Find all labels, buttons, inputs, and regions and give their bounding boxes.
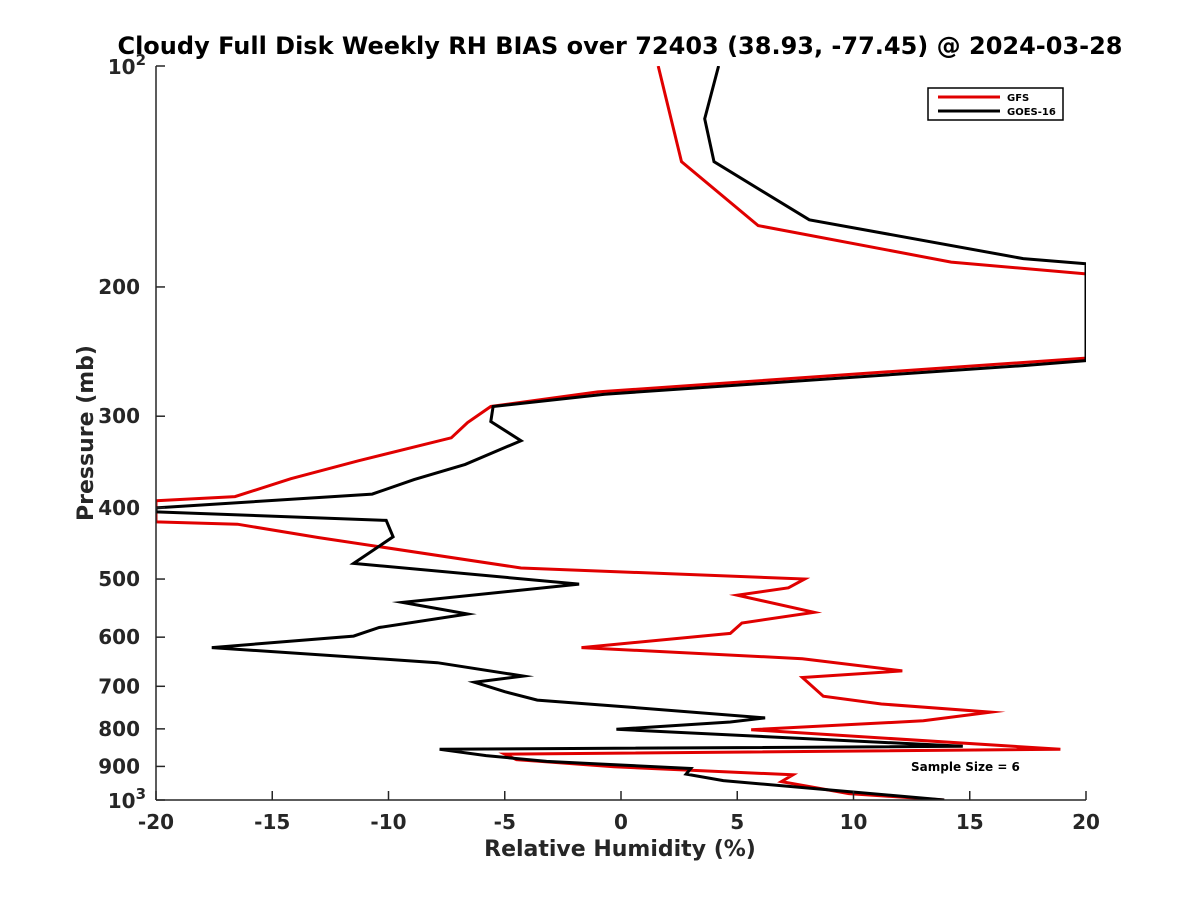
x-tick-label: -10 <box>370 810 406 834</box>
legend-label-gfs: GFS <box>1007 93 1029 104</box>
series-layer <box>156 66 1086 800</box>
y-axis-label: Pressure (mb) <box>74 345 99 521</box>
series-line-gfs <box>156 66 1086 800</box>
y-tick-label: 600 <box>98 625 140 649</box>
x-axis-label: Relative Humidity (%) <box>484 837 756 862</box>
y-tick-label: 400 <box>98 496 140 520</box>
y-tick-label: 300 <box>98 404 140 428</box>
y-tick-label: 900 <box>98 754 140 778</box>
y-tick-label: 700 <box>98 674 140 698</box>
y-tick-label: 103 <box>108 785 146 813</box>
y-tick-label: 200 <box>98 275 140 299</box>
legend: GFS GOES-16 <box>927 87 1064 121</box>
legend-label-goes-16: GOES-16 <box>1007 107 1056 118</box>
x-tick-label: 15 <box>956 810 984 834</box>
x-tick-label: -20 <box>138 810 174 834</box>
axes-layer: -20 -15 -10 -5 0 5 10 15 20 102 200 300 400 500 600 700… <box>98 51 1100 834</box>
y-tick-label: 800 <box>98 717 140 741</box>
x-tick-label: 10 <box>840 810 868 834</box>
x-tick-label: -15 <box>254 810 290 834</box>
y-tick-label: 500 <box>98 567 140 591</box>
x-tick-label: -5 <box>494 810 516 834</box>
x-tick-label: 5 <box>730 810 744 834</box>
y-tick-label: 102 <box>108 51 146 79</box>
legend-box <box>927 87 1064 121</box>
sample-size-annotation: Sample Size = 6 <box>911 760 1020 774</box>
x-tick-label: 20 <box>1072 810 1100 834</box>
x-tick-label: 0 <box>614 810 628 834</box>
series-line-goes-16 <box>156 66 1086 800</box>
chart-title: Cloudy Full Disk Weekly RH BIAS over 724… <box>117 32 1122 60</box>
